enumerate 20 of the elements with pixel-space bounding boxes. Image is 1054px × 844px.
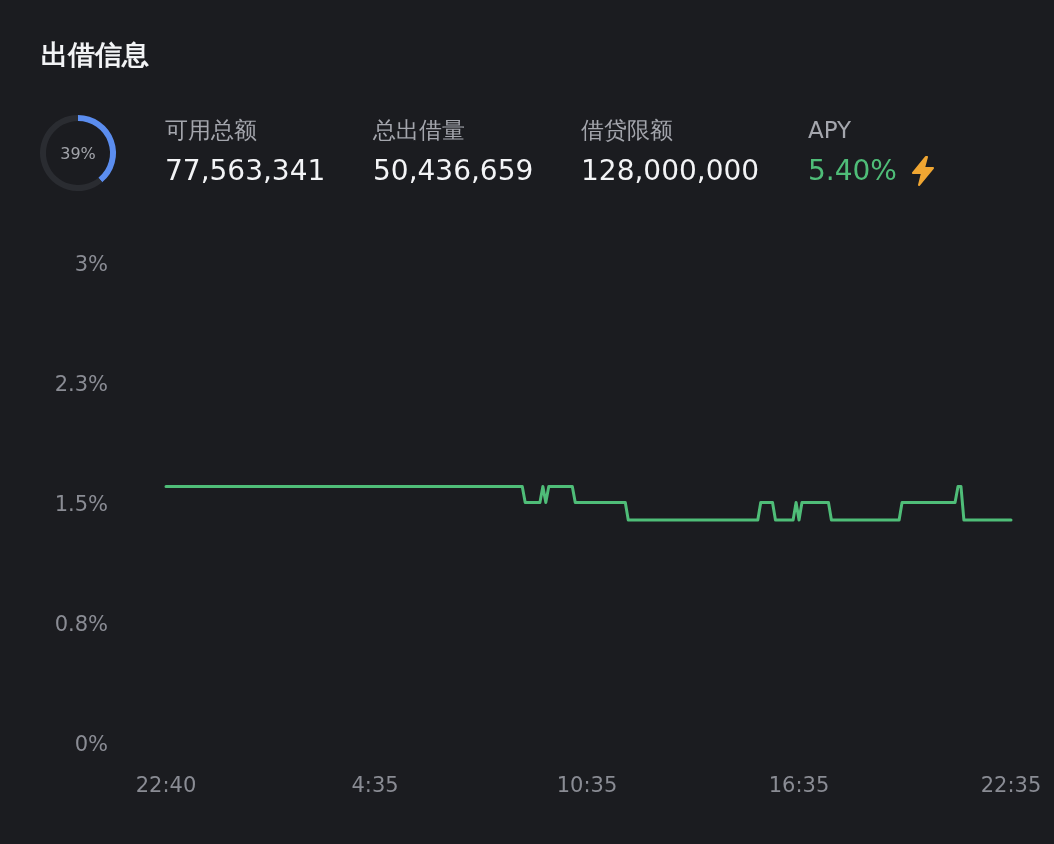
text: 总出借量	[373, 116, 466, 145]
y-tick-label: 1.5%	[54, 492, 108, 516]
data-label: 39%	[60, 143, 96, 163]
x-tick-label: 10:35	[556, 772, 618, 797]
y-tick-label: 3%	[74, 252, 108, 276]
x-tick-label: 4:35	[351, 772, 399, 797]
x-tick-label: 22:35	[980, 772, 1042, 797]
text: 50,436,659	[373, 153, 534, 189]
text: 可用总额	[165, 116, 258, 145]
text: 借贷限额	[581, 116, 674, 145]
y-tick-label: 0.8%	[54, 612, 108, 636]
text: 128,000,000	[581, 153, 760, 189]
text: APY	[808, 116, 853, 145]
x-tick-label: 22:40	[135, 772, 197, 797]
y-tick-label: 2.3%	[54, 372, 108, 396]
y-tick-label: 0%	[74, 732, 108, 756]
chart-title: 出借信息	[41, 39, 149, 70]
text: 5.40%	[808, 153, 897, 189]
x-tick-label: 16:35	[768, 772, 830, 797]
text: 77,563,341	[165, 153, 326, 189]
